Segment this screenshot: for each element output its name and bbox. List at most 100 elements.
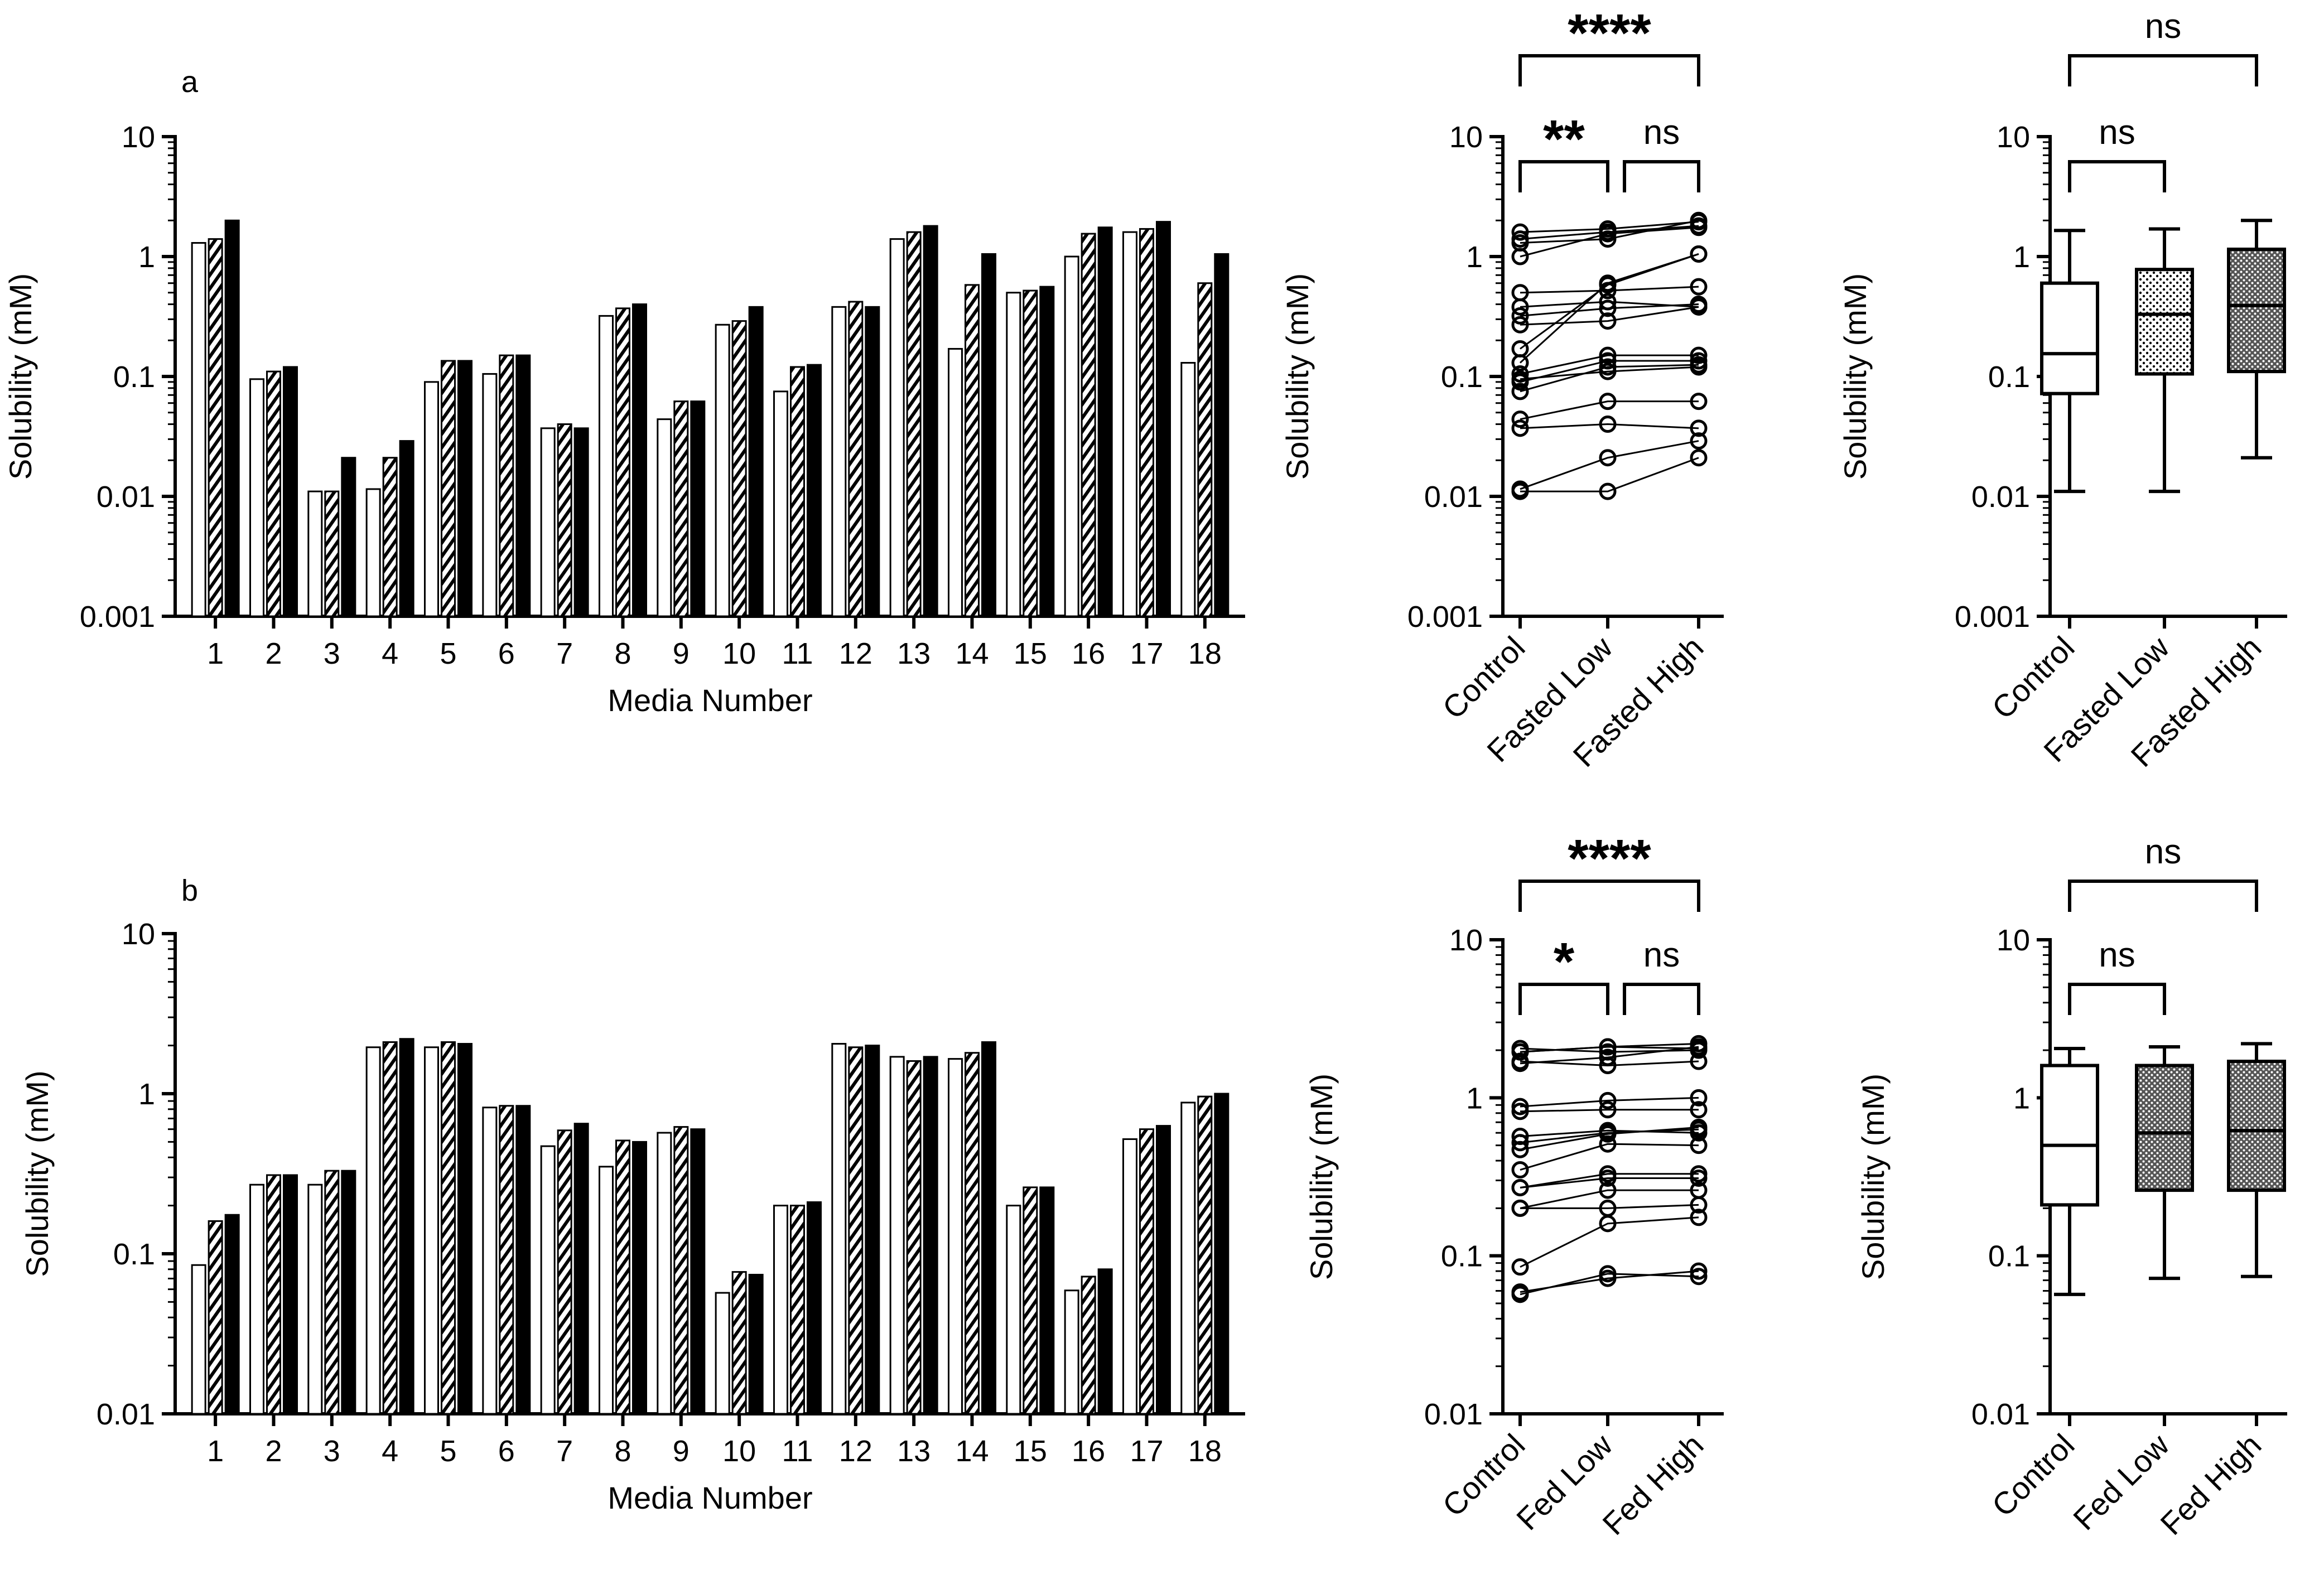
bar — [482, 373, 498, 617]
bar — [790, 1205, 805, 1415]
panel-letter: b — [181, 874, 198, 907]
data-point — [1690, 1038, 1708, 1056]
y-tick-label: 0.1 — [1441, 1240, 1483, 1273]
bar — [923, 225, 938, 617]
bar — [965, 1052, 980, 1415]
bar — [249, 1183, 264, 1415]
data-point — [1690, 356, 1708, 374]
y-tick-label: 0.1 — [1988, 1240, 2030, 1273]
significance-label: ** — [1543, 109, 1585, 169]
y-tick-label: 0.001 — [1407, 600, 1483, 634]
data-point — [1599, 1165, 1617, 1183]
y-tick-label: 1 — [1466, 1081, 1483, 1115]
bar — [715, 1292, 730, 1415]
x-tick-label: 7 — [556, 637, 573, 670]
x-tick-label: 17 — [1130, 1434, 1163, 1468]
bar — [499, 354, 514, 617]
x-tick-label: 1 — [207, 1434, 224, 1468]
bar — [557, 1129, 572, 1415]
paired-line — [1520, 1173, 1699, 1189]
x-tick-label: 4 — [382, 637, 398, 670]
bar — [1197, 282, 1213, 617]
paired-line — [1520, 221, 1699, 233]
bar — [807, 1201, 822, 1415]
data-point — [1690, 1262, 1708, 1280]
bar — [1214, 1093, 1229, 1415]
bar — [324, 1170, 340, 1415]
bar — [773, 390, 788, 617]
bar — [948, 1058, 963, 1415]
bar — [831, 306, 847, 617]
bar — [673, 1126, 689, 1415]
bar — [283, 1174, 298, 1415]
paired-line — [1520, 1216, 1699, 1268]
box — [2227, 247, 2286, 374]
y-tick-label: 1 — [138, 1078, 155, 1111]
data-point — [1511, 1199, 1529, 1217]
bar — [515, 354, 531, 617]
bar — [482, 1107, 498, 1415]
data-point — [1511, 223, 1529, 241]
x-tick-label: 11 — [782, 1434, 813, 1468]
data-point — [1690, 245, 1708, 263]
paired-line — [1520, 1204, 1699, 1209]
data-point — [1511, 410, 1529, 428]
x-tick-label: 14 — [955, 637, 989, 670]
y-tick-label: 10 — [1449, 924, 1483, 957]
data-point — [1511, 1103, 1529, 1120]
bar — [441, 1041, 456, 1415]
paired-line — [1520, 364, 1699, 393]
data-point — [1599, 1049, 1617, 1066]
bar — [208, 238, 223, 617]
data-point — [1599, 1181, 1617, 1199]
bar — [573, 1123, 589, 1415]
bar — [865, 306, 880, 617]
data-point — [1690, 393, 1708, 410]
data-point — [1599, 312, 1617, 330]
significance-bracket — [2068, 880, 2258, 912]
y-tick-label: 0.001 — [80, 600, 155, 634]
bar — [283, 366, 298, 617]
x-tick-label: 12 — [839, 637, 872, 670]
y-tick-label: 10 — [1997, 924, 2030, 957]
x-tick-label: 8 — [614, 1434, 631, 1468]
y-axis-title: Solubility (mM) — [1838, 273, 1873, 480]
y-axis-title: Solubility (mM) — [1280, 273, 1315, 480]
paired-line — [1520, 1096, 1699, 1108]
y-tick-label: 10 — [1449, 120, 1483, 154]
significance-bracket — [1518, 54, 1700, 86]
x-tick-label: 16 — [1072, 637, 1105, 670]
bar — [657, 418, 672, 617]
data-point — [1511, 354, 1529, 372]
data-point — [1690, 1268, 1708, 1286]
data-point — [1511, 1178, 1529, 1196]
box — [2227, 1060, 2286, 1192]
data-point — [1511, 1055, 1529, 1072]
bar — [599, 315, 614, 617]
y-tick-label: 0.01 — [1971, 1398, 2030, 1431]
panel-letter: a — [181, 65, 199, 99]
significance-label: ns — [2145, 833, 2181, 871]
paired-line — [1520, 423, 1699, 429]
bar — [848, 301, 864, 617]
bar — [731, 320, 747, 617]
bar — [1064, 1289, 1079, 1415]
bar — [457, 1043, 472, 1415]
data-point — [1599, 1269, 1617, 1287]
box — [2040, 281, 2099, 395]
bar — [1139, 1128, 1154, 1415]
significance-bracket — [1518, 160, 1609, 192]
paired-line — [1520, 225, 1699, 240]
bar — [848, 1046, 864, 1415]
data-point — [1599, 1124, 1617, 1142]
x-tick-label: 13 — [897, 1434, 930, 1468]
bar — [1081, 233, 1096, 617]
bar — [1197, 1095, 1213, 1415]
data-point — [1599, 482, 1617, 500]
bar — [307, 1183, 323, 1415]
